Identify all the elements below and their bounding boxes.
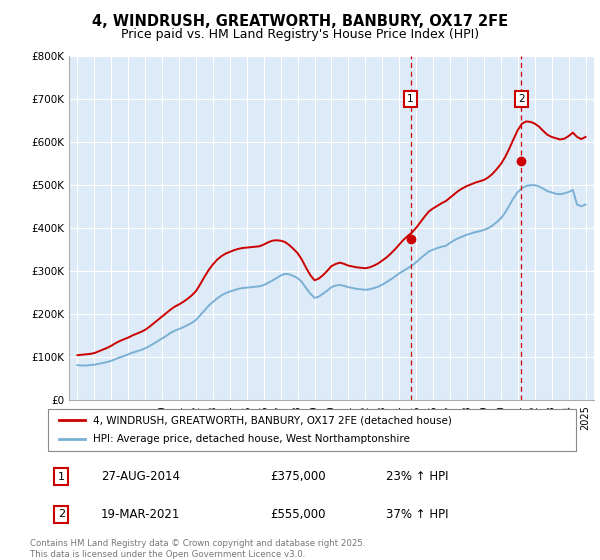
Text: 19-MAR-2021: 19-MAR-2021 (101, 507, 180, 521)
Text: 1: 1 (58, 472, 65, 482)
Text: 27-AUG-2014: 27-AUG-2014 (101, 470, 180, 483)
Text: 2: 2 (58, 509, 65, 519)
Text: 37% ↑ HPI: 37% ↑ HPI (386, 507, 448, 521)
FancyBboxPatch shape (48, 409, 576, 451)
Text: 1: 1 (407, 94, 414, 104)
Text: 4, WINDRUSH, GREATWORTH, BANBURY, OX17 2FE: 4, WINDRUSH, GREATWORTH, BANBURY, OX17 2… (92, 14, 508, 29)
Text: 4, WINDRUSH, GREATWORTH, BANBURY, OX17 2FE (detached house): 4, WINDRUSH, GREATWORTH, BANBURY, OX17 2… (93, 415, 452, 425)
Text: £555,000: £555,000 (270, 507, 325, 521)
Text: Price paid vs. HM Land Registry's House Price Index (HPI): Price paid vs. HM Land Registry's House … (121, 28, 479, 41)
Text: Contains HM Land Registry data © Crown copyright and database right 2025.
This d: Contains HM Land Registry data © Crown c… (30, 539, 365, 559)
Text: 23% ↑ HPI: 23% ↑ HPI (386, 470, 448, 483)
Text: HPI: Average price, detached house, West Northamptonshire: HPI: Average price, detached house, West… (93, 435, 410, 445)
Text: £375,000: £375,000 (270, 470, 325, 483)
Text: 2: 2 (518, 94, 524, 104)
